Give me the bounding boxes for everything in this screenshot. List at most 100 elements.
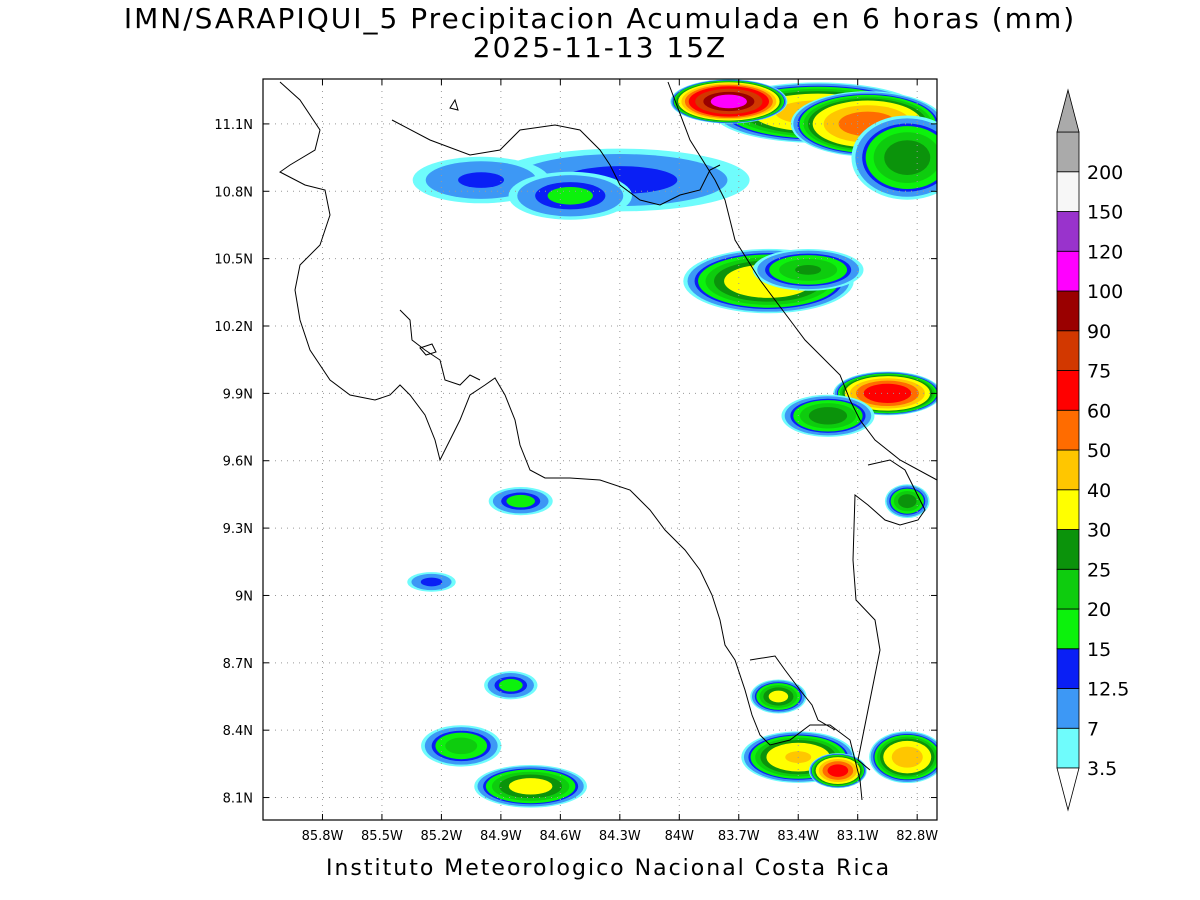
colorbar-label: 7 xyxy=(1087,718,1099,740)
precip-cell xyxy=(781,394,875,437)
y-tick-label: 8.4N xyxy=(223,724,253,739)
precip-contour-12.5 xyxy=(458,172,505,188)
precip-contour-30 xyxy=(508,778,553,795)
map-axes: 85.8W 85.5W 85.2W 84.9W 84.6W 84.3W 84W 83.7W 83… xyxy=(214,79,938,844)
precip-cell xyxy=(808,753,867,789)
x-tick-label: 84.3W xyxy=(599,829,641,844)
nicaragua-border xyxy=(391,119,721,206)
small-island xyxy=(449,98,459,111)
precip-contour-40 xyxy=(891,746,923,768)
colorbar-max-arrow xyxy=(1056,88,1080,133)
precip-cell xyxy=(670,79,788,124)
precip-cell xyxy=(752,248,864,291)
map-valid-time: 2025-11-13 15Z xyxy=(472,31,728,64)
precip-contour-25 xyxy=(898,494,917,509)
precip-contour-15 xyxy=(506,494,535,508)
precip-contour-25 xyxy=(884,140,931,175)
colorbar-label: 120 xyxy=(1087,241,1123,263)
precip-contour-20 xyxy=(445,737,478,755)
osa-peninsula xyxy=(749,655,836,731)
colorbar-swatch xyxy=(1056,608,1080,650)
map-frame xyxy=(262,78,938,821)
x-tick-label: 83.1W xyxy=(837,829,879,844)
y-tick-label: 11.1N xyxy=(214,118,253,133)
footer-credit: Instituto Meteorologico Nacional Costa R… xyxy=(326,856,892,881)
costa-rica-pacific-coastline xyxy=(279,81,863,801)
precip-contour-25 xyxy=(795,264,822,275)
colorbar-label: 50 xyxy=(1087,440,1111,462)
colorbar-swatch xyxy=(1056,409,1080,451)
nicoya-peninsula xyxy=(399,309,481,386)
y-tick-label: 10.8N xyxy=(214,185,253,200)
x-tick-label: 85.2W xyxy=(421,829,463,844)
colorbar-label: 20 xyxy=(1087,599,1111,621)
colorbar-swatch xyxy=(1056,648,1080,689)
colorbar-label: 25 xyxy=(1087,559,1111,581)
precip-cell xyxy=(869,731,937,784)
colorbar-swatch xyxy=(1056,250,1080,292)
colorbar-label: 60 xyxy=(1087,400,1111,422)
panama-border xyxy=(852,459,926,771)
y-tick-label: 9.6N xyxy=(223,455,253,470)
colorbar-label: 12.5 xyxy=(1087,679,1129,701)
colorbar-swatch xyxy=(1056,688,1080,729)
colorbar-swatch xyxy=(1056,131,1080,173)
x-tick-label: 84.9W xyxy=(480,829,522,844)
precip-cell xyxy=(851,115,937,200)
y-tick-label: 8.1N xyxy=(223,792,253,807)
caribbean-coastline xyxy=(667,81,937,481)
colorbar-swatch xyxy=(1056,489,1080,530)
x-tick-label: 83.4W xyxy=(777,829,819,844)
x-tick-label: 84W xyxy=(665,829,695,844)
y-tick-label: 9N xyxy=(235,589,253,604)
precip-cell xyxy=(484,671,538,700)
y-tick-label: 10.2N xyxy=(214,320,253,335)
precip-contour-15 xyxy=(547,186,593,205)
y-tick-label: 9.9N xyxy=(223,387,253,402)
precip-cell xyxy=(884,484,930,519)
precip-cell xyxy=(750,679,807,714)
colorbar-min-arrow xyxy=(1056,767,1080,812)
colorbar-swatch xyxy=(1056,290,1080,332)
colorbar-swatch xyxy=(1056,211,1080,252)
colorbar-swatch xyxy=(1056,330,1080,371)
colorbar-label: 200 xyxy=(1087,162,1123,184)
precip-contour-30 xyxy=(768,690,789,703)
colorbar-label: 75 xyxy=(1087,361,1111,383)
precip-cell xyxy=(508,171,632,220)
precip-contour-25 xyxy=(808,407,848,425)
colorbar: 3.5 7 12.5 15 20 25 30 40 50 60 75 90 100 120 150 200 xyxy=(1056,88,1129,812)
x-tick-label: 84.6W xyxy=(539,829,581,844)
precip-contour-100 xyxy=(710,94,747,109)
precip-contour-15 xyxy=(498,678,523,692)
colorbar-swatch xyxy=(1056,171,1080,212)
colorbar-swatch xyxy=(1056,727,1080,769)
colorbar-swatch xyxy=(1056,370,1080,411)
precip-cell xyxy=(474,765,588,808)
x-tick-label: 82.8W xyxy=(896,829,938,844)
y-tick-label: 8.7N xyxy=(223,657,253,672)
colorbar-swatch xyxy=(1056,449,1080,491)
colorbar-swatch xyxy=(1056,529,1080,570)
colorbar-label: 100 xyxy=(1087,281,1123,303)
precip-cell xyxy=(488,487,553,516)
colorbar-swatch xyxy=(1056,568,1080,610)
x-tick-label: 85.8W xyxy=(302,829,344,844)
colorbar-label: 15 xyxy=(1087,639,1111,661)
precip-contour-60 xyxy=(827,764,849,777)
coastline-borders xyxy=(279,81,937,801)
colorbar-label: 30 xyxy=(1087,520,1111,542)
y-tick-label: 9.3N xyxy=(223,522,253,537)
colorbar-label: 90 xyxy=(1087,321,1111,343)
map-title: IMN/SARAPIQUI_5 Precipitacion Acumulada … xyxy=(123,2,1077,35)
precip-contour-12.5 xyxy=(420,577,443,587)
x-tick-label: 83.7W xyxy=(718,829,760,844)
island-gulf xyxy=(419,343,437,356)
precip-cell xyxy=(407,572,456,592)
x-tick-label: 85.5W xyxy=(361,829,403,844)
colorbar-label: 40 xyxy=(1087,480,1111,502)
precip-cell xyxy=(421,725,502,767)
colorbar-label: 3.5 xyxy=(1087,758,1117,780)
y-tick-label: 10.5N xyxy=(214,253,253,268)
